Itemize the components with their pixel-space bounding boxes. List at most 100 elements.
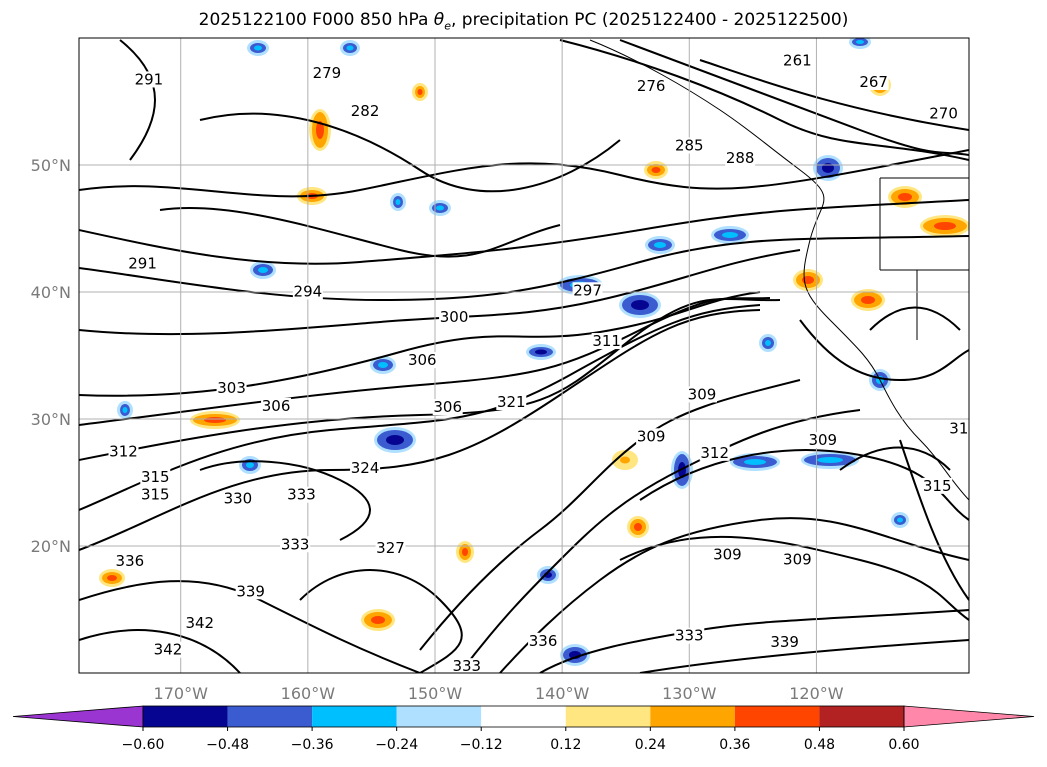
contour-label: 294 bbox=[294, 283, 323, 301]
precip-blob-core-18 bbox=[817, 457, 843, 463]
contour-label-bg bbox=[140, 486, 171, 503]
contour-label: 276 bbox=[637, 77, 666, 95]
contour-label-bg bbox=[699, 444, 730, 461]
map-frame bbox=[78, 37, 970, 674]
contour-label-bg bbox=[712, 546, 743, 563]
precip-blob-core-26 bbox=[654, 242, 666, 248]
contour-label-bg bbox=[528, 632, 559, 649]
precip-blob-core-25 bbox=[722, 232, 738, 238]
colorbar-tick-label: −0.60 bbox=[122, 737, 165, 753]
chart-title: 2025122100 F000 850 hPa θe, precipitatio… bbox=[198, 10, 849, 33]
contour-label: 315 bbox=[141, 486, 170, 504]
precip-blob-core-34 bbox=[436, 205, 444, 211]
colorbar-bin-3 bbox=[312, 706, 397, 727]
contour-label-bg bbox=[636, 428, 667, 445]
contour-label-bg bbox=[858, 73, 889, 90]
contour-label-bg bbox=[375, 540, 406, 557]
colorbar-tick-label: −0.24 bbox=[375, 737, 418, 753]
contour-line-28 bbox=[199, 460, 371, 541]
state-borders bbox=[879, 177, 969, 340]
contour-label-bg bbox=[451, 658, 482, 673]
contour-line-29 bbox=[299, 569, 463, 673]
map-background bbox=[79, 38, 969, 673]
contour-label-bg bbox=[286, 486, 317, 503]
lat-tick-label: 30°N bbox=[31, 410, 71, 429]
contour-line-14 bbox=[159, 207, 561, 258]
contour-label-bg bbox=[140, 468, 171, 485]
axis-labels: 50°N 40°N 30°N 20°N 170°W 160°W 150°W 140°W 130°… bbox=[31, 156, 844, 703]
contour-line-7 bbox=[79, 304, 761, 511]
contour-label-bg bbox=[280, 536, 311, 553]
colorbar-bin-2 bbox=[227, 706, 313, 727]
contour-label: 297 bbox=[573, 281, 602, 299]
contour-label: 31 bbox=[949, 420, 968, 438]
contour-label-bg bbox=[216, 380, 247, 397]
north-america-coastline bbox=[589, 39, 969, 501]
contour-label-bg bbox=[439, 308, 470, 325]
contour-label: 306 bbox=[408, 351, 437, 369]
contour-label-bg bbox=[127, 255, 158, 272]
contour-line-23 bbox=[619, 535, 969, 621]
contour-line-20 bbox=[79, 580, 421, 673]
contour-line-5 bbox=[79, 297, 771, 426]
contour-label-bg bbox=[674, 627, 705, 644]
precip-blob-core-6 bbox=[204, 417, 226, 423]
contour-label: 282 bbox=[351, 102, 380, 120]
contour-label: 342 bbox=[185, 614, 214, 632]
contour-label: 321 bbox=[497, 393, 526, 411]
contour-label: 309 bbox=[783, 551, 812, 569]
contour-line-22 bbox=[639, 449, 969, 521]
contour-line-10 bbox=[459, 409, 861, 673]
contour-label: 333 bbox=[675, 627, 704, 645]
precip-blob-core-3 bbox=[861, 296, 875, 304]
contour-label-bg bbox=[133, 71, 164, 88]
contour-label-bg bbox=[108, 443, 139, 460]
contour-line-1 bbox=[79, 199, 969, 265]
contour-label-bg bbox=[432, 399, 463, 416]
contour-label: 324 bbox=[351, 459, 380, 477]
contour-label: 336 bbox=[529, 632, 558, 650]
contour-label-bg bbox=[350, 460, 381, 477]
contour-label: 291 bbox=[128, 255, 157, 273]
contour-line-18 bbox=[619, 39, 969, 156]
precip-blob-core-2 bbox=[651, 167, 661, 173]
graticule bbox=[79, 38, 969, 673]
contour-label-bg bbox=[496, 394, 527, 411]
contour-label: 261 bbox=[783, 51, 812, 69]
contour-label-bg bbox=[292, 283, 323, 300]
contour-label: 342 bbox=[154, 641, 183, 659]
colorbar-bin-8 bbox=[734, 706, 820, 727]
coastlines bbox=[589, 39, 969, 501]
lon-tick-label: 130°W bbox=[662, 684, 717, 703]
contour-label: 330 bbox=[224, 490, 253, 508]
contour-label-bg bbox=[184, 615, 215, 632]
contour-line-3 bbox=[79, 249, 801, 336]
contour-label: 333 bbox=[281, 535, 310, 553]
contour-label: 291 bbox=[135, 70, 164, 88]
contour-label: 303 bbox=[217, 379, 246, 397]
precip-blob-core-30 bbox=[765, 340, 771, 346]
contour-label-bg bbox=[807, 432, 838, 449]
contour-label: 339 bbox=[236, 582, 265, 600]
precip-blob-core-7 bbox=[634, 523, 642, 531]
contour-line-8 bbox=[79, 309, 761, 551]
precip-blob-core-27 bbox=[246, 462, 254, 468]
contour-label: 336 bbox=[116, 552, 145, 570]
colorbar-extend-max bbox=[903, 705, 1035, 728]
contour-line-25 bbox=[869, 306, 961, 331]
precip-blob-core-22 bbox=[535, 349, 547, 355]
contour-line-19 bbox=[699, 59, 969, 131]
precip-blob-core-5 bbox=[898, 193, 912, 201]
contour-label-bg bbox=[114, 552, 145, 569]
precip-blob-core-9 bbox=[107, 575, 117, 581]
precip-blob-core-8 bbox=[371, 616, 385, 624]
contour-label-bg bbox=[350, 103, 381, 120]
colorbar-bin-5 bbox=[481, 706, 566, 727]
contour-line-12 bbox=[539, 609, 969, 673]
lat-tick-label: 20°N bbox=[31, 537, 71, 556]
precip-blob-core-38 bbox=[897, 517, 903, 523]
contour-label-bg bbox=[636, 77, 667, 94]
lon-tick-label: 160°W bbox=[281, 684, 336, 703]
contour-label: 311 bbox=[592, 332, 621, 350]
